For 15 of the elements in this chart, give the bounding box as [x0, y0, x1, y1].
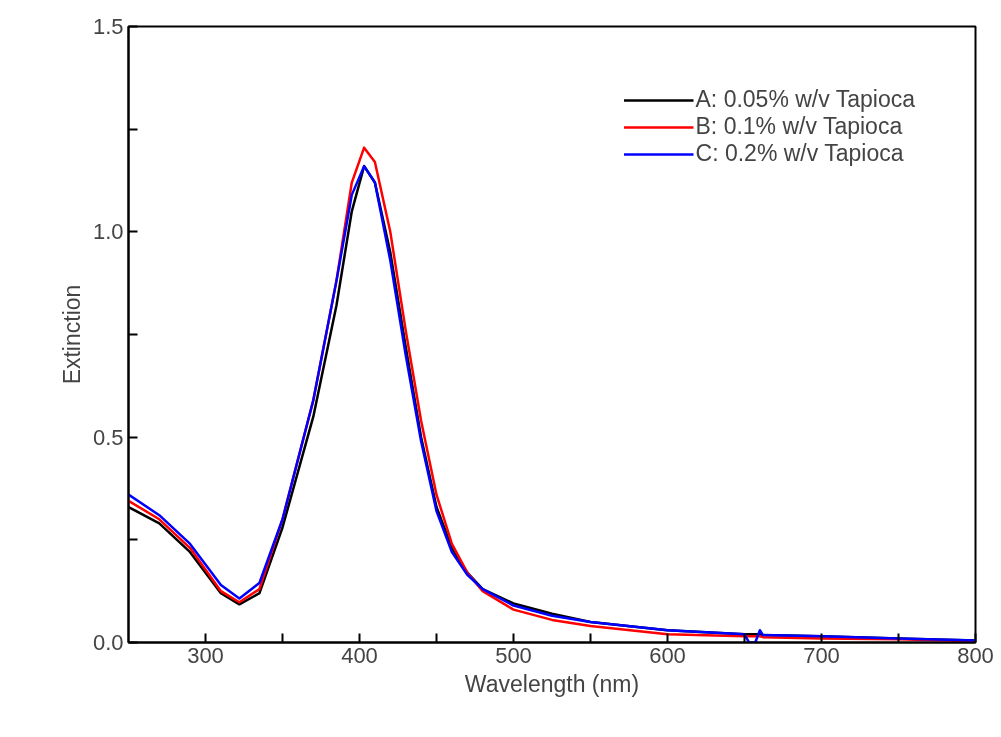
x-tick-label: 500 [495, 642, 532, 668]
x-tick-label: 700 [803, 642, 840, 668]
y-tick-label: 0.5 [92, 424, 124, 450]
y-tick-label: 1.0 [92, 219, 124, 245]
y-tick-label: 0.0 [92, 630, 124, 655]
legend-label: C: 0.2% w/v Tapioca [695, 140, 904, 167]
x-tick-label: 400 [341, 642, 378, 668]
x-tick-label: 300 [187, 642, 224, 668]
y-tick-label: 1.5 [92, 14, 124, 39]
x-tick-label: 800 [957, 642, 994, 668]
legend-label: B: 0.1% w/v Tapioca [695, 113, 903, 140]
y-axis-title: Extinction [58, 284, 85, 385]
x-axis-title: Wavelength (nm) [464, 670, 640, 697]
x-tick-label: 600 [649, 642, 686, 668]
legend-label: A: 0.05% w/v Tapioca [695, 86, 915, 113]
